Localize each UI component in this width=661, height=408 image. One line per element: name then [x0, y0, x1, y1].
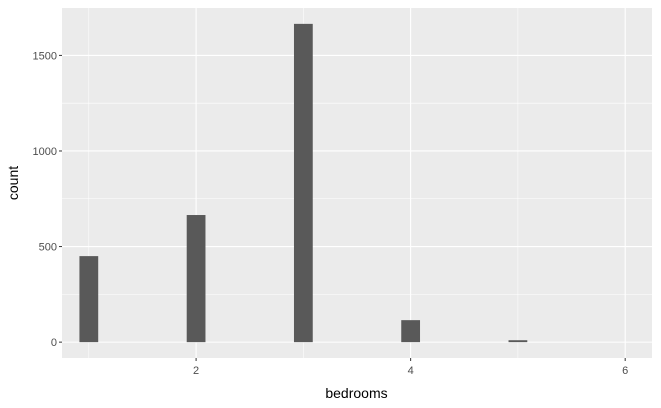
- y-tick-label: 500: [39, 242, 57, 254]
- y-axis-ticks: 0 500 1000 1500: [33, 50, 62, 349]
- major-gridlines: [62, 8, 652, 358]
- y-tick-label: 0: [51, 337, 57, 349]
- y-tick-label: 1000: [33, 146, 57, 158]
- bar-bedrooms-4: [401, 320, 421, 343]
- x-axis-ticks: 2 4 6: [193, 358, 628, 377]
- y-axis-title: count: [5, 166, 21, 200]
- bar-bedrooms-3: [293, 23, 313, 343]
- plot-panel: [62, 8, 652, 358]
- y-tick-label: 1500: [33, 50, 57, 62]
- bar-bedrooms-1: [79, 256, 99, 343]
- x-tick-label: 6: [622, 365, 628, 377]
- x-axis-title: bedrooms: [325, 385, 387, 401]
- bar-bedrooms-5: [508, 340, 528, 343]
- bar-bedrooms-2: [186, 215, 206, 343]
- bars: [79, 23, 528, 343]
- x-tick-label: 2: [193, 365, 199, 377]
- x-tick-label: 4: [408, 365, 414, 377]
